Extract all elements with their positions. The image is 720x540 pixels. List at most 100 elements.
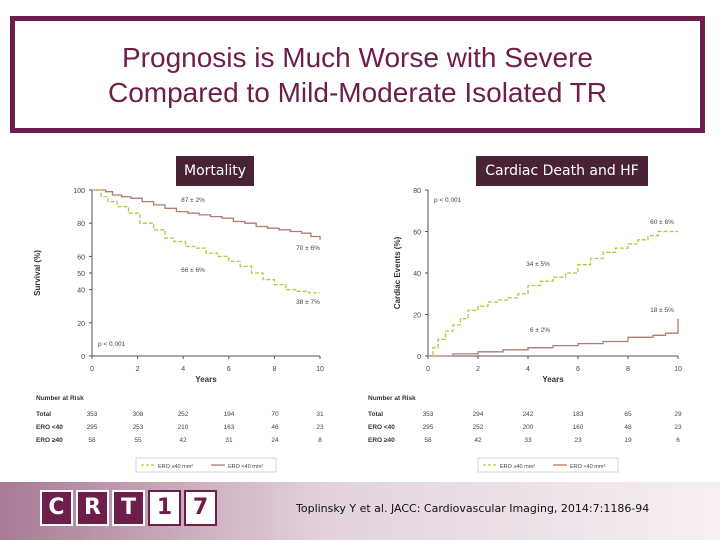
risk-cell: 210: [178, 424, 189, 431]
slide-title-line-1: Prognosis is Much Worse with Severe: [122, 41, 593, 73]
risk-table-header: Number at Risk: [36, 395, 84, 402]
x-tick-label: 10: [674, 366, 682, 373]
x-tick-label: 0: [426, 366, 430, 373]
series-line: [92, 189, 321, 240]
logo-letter: 1: [148, 490, 181, 526]
mortality-panel-label: Mortality: [176, 156, 254, 186]
x-tick-label: 4: [181, 366, 185, 373]
estimate-annotation: 87 ± 2%: [181, 197, 205, 204]
risk-cell: 19: [624, 437, 632, 444]
risk-row-label: ERO <40: [36, 424, 63, 431]
p-value-label: p < 0.001: [98, 341, 126, 348]
y-tick-label: 40: [413, 271, 421, 278]
logo-letter: T: [112, 490, 145, 526]
risk-cell: 163: [224, 424, 235, 431]
risk-cell: 242: [523, 411, 534, 418]
y-tick-label: 80: [77, 221, 85, 228]
slide-title-line-2: Compared to Mild-Moderate Isolated TR: [107, 76, 608, 108]
x-tick-label: 6: [227, 366, 231, 373]
risk-cell: 252: [473, 424, 484, 431]
risk-cell: 65: [624, 411, 632, 418]
citation: Toplinsky Y et al. JACC: Cardiovascular …: [296, 502, 650, 515]
x-tick-label: 0: [90, 366, 94, 373]
risk-cell: 194: [224, 411, 235, 418]
risk-cell: 23: [674, 424, 682, 431]
series-line: [92, 189, 320, 294]
y-tick-label: 50: [77, 271, 85, 278]
legend-box: [477, 457, 619, 473]
risk-row-label: ERO ≥40: [36, 437, 63, 444]
risk-cell: 183: [573, 411, 584, 418]
crt17-logo: C R T 1 7: [40, 490, 217, 526]
risk-cell: 353: [87, 411, 98, 418]
y-axis-label: Cardiac Events (%): [393, 236, 402, 309]
x-tick-label: 10: [316, 366, 324, 373]
series-line: [428, 318, 679, 357]
risk-cell: 31: [316, 411, 324, 418]
risk-cell: 42: [179, 437, 187, 444]
risk-cell: 48: [624, 424, 632, 431]
y-axis-label: Survival (%): [33, 250, 42, 296]
y-tick-label: 0: [417, 354, 421, 361]
risk-cell: 294: [473, 411, 484, 418]
estimate-annotation: 60 ± 6%: [650, 219, 674, 226]
risk-row-label: ERO <40: [368, 424, 395, 431]
legend-label: ERO ≥40 mm²: [158, 464, 193, 470]
series-line: [428, 230, 678, 357]
p-value-label: p < 0.001: [434, 197, 462, 204]
estimate-annotation: 18 ± 5%: [650, 307, 674, 314]
risk-cell: 160: [573, 424, 584, 431]
cardiac-panel-label: Cardiac Death and HF: [476, 156, 648, 186]
risk-row-label: Total: [368, 411, 383, 418]
risk-cell: 23: [574, 437, 582, 444]
x-axis-label: Years: [542, 375, 564, 384]
estimate-annotation: 34 ± 5%: [526, 261, 550, 268]
logo-letter: 7: [184, 490, 217, 526]
logo-letter: R: [76, 490, 109, 526]
risk-cell: 58: [88, 437, 96, 444]
risk-cell: 253: [133, 424, 144, 431]
y-tick-label: 100: [73, 188, 85, 195]
risk-cell: 252: [178, 411, 189, 418]
logo-letter: C: [40, 490, 73, 526]
risk-cell: 24: [271, 437, 279, 444]
risk-cell: 200: [523, 424, 534, 431]
x-tick-label: 6: [576, 366, 580, 373]
risk-cell: 308: [133, 411, 144, 418]
risk-cell: 33: [524, 437, 532, 444]
risk-cell: 55: [134, 437, 142, 444]
x-tick-label: 2: [136, 366, 140, 373]
risk-cell: 23: [316, 424, 324, 431]
risk-row-label: Total: [36, 411, 51, 418]
legend-label: ERO ≥40 mm²: [500, 464, 535, 470]
risk-cell: 6: [676, 437, 680, 444]
y-tick-label: 60: [77, 254, 85, 261]
risk-cell: 46: [271, 424, 279, 431]
estimate-annotation: 70 ± 6%: [296, 245, 320, 252]
estimate-annotation: 6 ± 2%: [530, 327, 550, 334]
legend-label: ERO <40 mm²: [570, 464, 605, 470]
x-tick-label: 4: [526, 366, 530, 373]
legend-box: [135, 457, 277, 473]
risk-cell: 29: [674, 411, 682, 418]
y-tick-label: 80: [413, 188, 421, 195]
risk-cell: 58: [424, 437, 432, 444]
legend-label: ERO <40 mm²: [228, 464, 263, 470]
risk-table-header: Number at Risk: [368, 395, 416, 402]
risk-cell: 8: [318, 437, 322, 444]
y-tick-label: 60: [413, 230, 421, 237]
x-tick-label: 8: [272, 366, 276, 373]
y-tick-label: 20: [413, 313, 421, 320]
x-tick-label: 2: [476, 366, 480, 373]
risk-row-label: ERO ≥40: [368, 437, 395, 444]
risk-cell: 353: [423, 411, 434, 418]
risk-cell: 70: [271, 411, 279, 418]
risk-cell: 295: [423, 424, 434, 431]
risk-cell: 31: [225, 437, 233, 444]
risk-cell: 295: [87, 424, 98, 431]
x-axis-label: Years: [195, 375, 217, 384]
cardiac-events-chart: 0 20 40 60 80 0 2 4 6 8 10 Years Cardiac Events (%) 6…: [368, 188, 682, 473]
x-tick-label: 8: [626, 366, 630, 373]
y-tick-label: 40: [77, 288, 85, 295]
